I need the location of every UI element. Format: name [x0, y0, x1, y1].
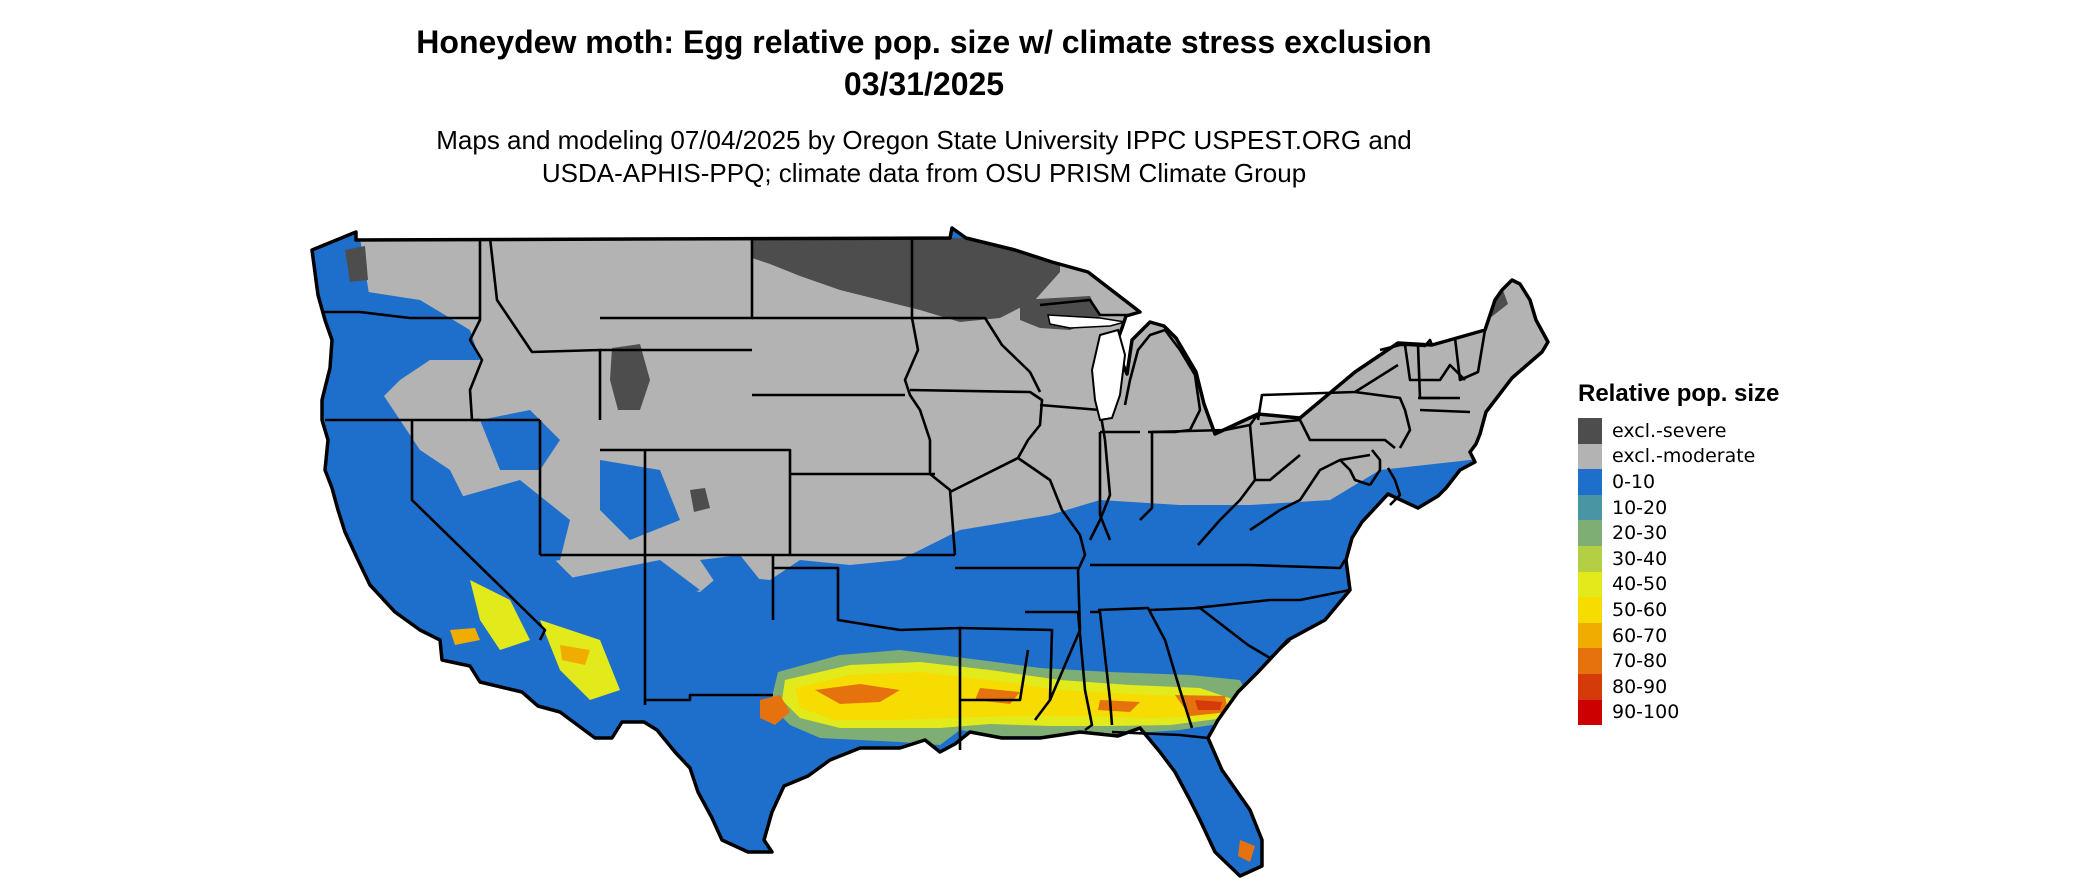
legend-item: excl.-moderate	[1578, 443, 1779, 470]
legend-swatch	[1578, 545, 1602, 572]
legend-item: 90-100	[1578, 699, 1779, 726]
legend-label: 60-70	[1612, 624, 1668, 647]
legend-swatch	[1578, 622, 1602, 649]
subtitle-line-2: USDA-APHIS-PPQ; climate data from OSU PR…	[541, 158, 1307, 188]
legend-item: 30-40	[1578, 545, 1779, 572]
legend-label: excl.-severe	[1612, 419, 1727, 442]
subtitle-line-1: Maps and modeling 07/04/2025 by Oregon S…	[436, 125, 1412, 155]
legend-item: 40-50	[1578, 571, 1779, 598]
legend-swatch	[1578, 571, 1602, 598]
map-date: 03/31/2025	[843, 66, 1005, 102]
legend-label: 40-50	[1612, 573, 1668, 596]
legend-swatch	[1578, 418, 1602, 444]
legend-title: Relative pop. size	[1578, 380, 1780, 407]
legend-swatch	[1578, 520, 1602, 546]
legend-swatch	[1578, 469, 1602, 495]
legend-swatch	[1578, 699, 1602, 726]
legend-label: 0-10	[1612, 470, 1656, 493]
legend-item: 60-70	[1578, 622, 1779, 649]
legend-label: 90-100	[1612, 701, 1680, 724]
legend-label: 10-20	[1612, 496, 1668, 519]
legend-label: 80-90	[1612, 675, 1668, 698]
legend-item: 10-20	[1578, 494, 1779, 521]
legend-swatch	[1578, 443, 1602, 470]
legend-label: 30-40	[1612, 547, 1668, 570]
legend-swatch	[1578, 648, 1602, 674]
legend-label: 70-80	[1612, 650, 1668, 673]
legend-label: 50-60	[1612, 598, 1668, 621]
legend-item: 0-10	[1578, 469, 1779, 495]
legend-swatch	[1578, 494, 1602, 521]
legend: Relative pop. size excl.-severe excl.-mod…	[1578, 380, 1780, 726]
legend-item: excl.-severe	[1578, 418, 1779, 444]
legend-rows: excl.-severe excl.-moderate 0-10 10-20 20-30…	[1578, 418, 1779, 726]
legend-item: 20-30	[1578, 520, 1779, 546]
map-title: Honeydew moth: Egg relative pop. size w/…	[416, 24, 1432, 60]
legend-item: 50-60	[1578, 597, 1779, 623]
legend-swatch	[1578, 597, 1602, 623]
legend-item: 70-80	[1578, 648, 1779, 674]
legend-item: 80-90	[1578, 673, 1779, 700]
legend-label: excl.-moderate	[1612, 445, 1756, 468]
legend-swatch	[1578, 673, 1602, 700]
legend-label: 20-30	[1612, 522, 1668, 545]
